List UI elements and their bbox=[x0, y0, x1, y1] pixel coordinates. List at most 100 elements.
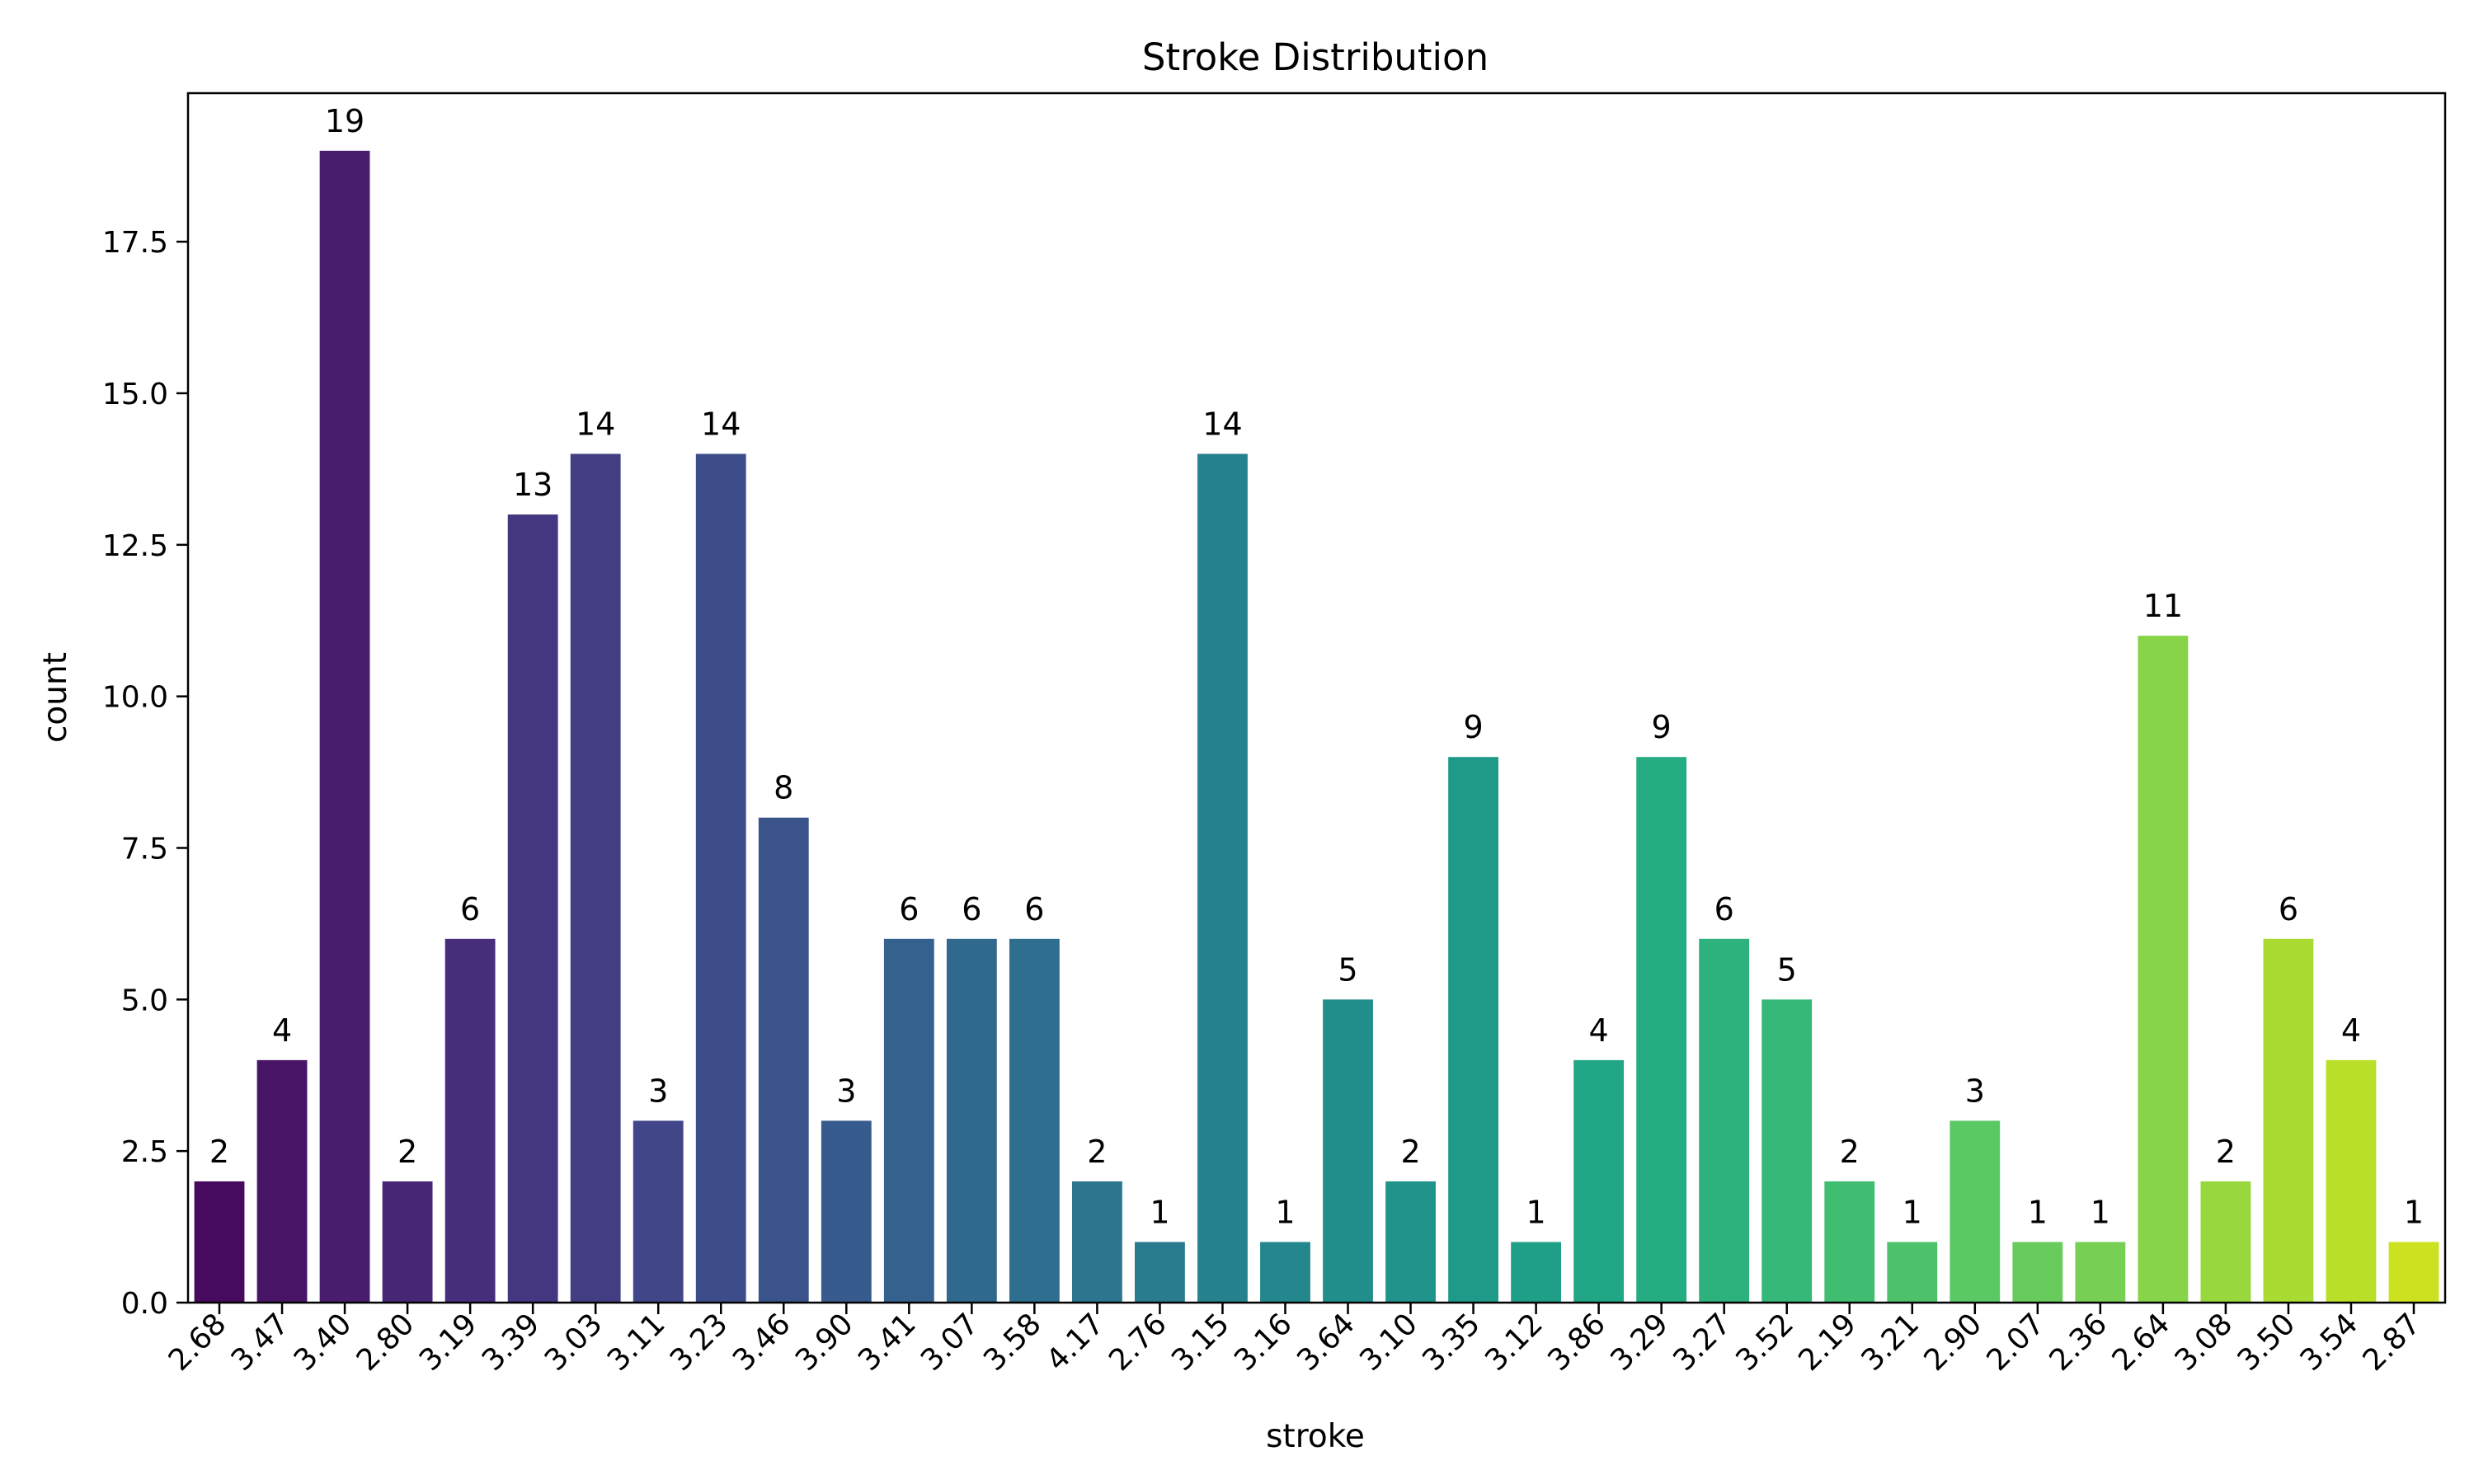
bar-3.58 bbox=[1009, 938, 1060, 1303]
data-label-3.27: 6 bbox=[1714, 891, 1734, 928]
y-tick-label: 15.0 bbox=[102, 378, 168, 411]
data-label-2.90: 3 bbox=[1965, 1073, 1985, 1109]
y-tick-label: 12.5 bbox=[102, 529, 168, 563]
bar-3.35 bbox=[1448, 757, 1498, 1303]
bar-2.90 bbox=[1950, 1120, 2001, 1303]
bar-3.86 bbox=[1573, 1059, 1625, 1303]
y-tick-label: 5.0 bbox=[121, 984, 168, 1017]
bar-3.90 bbox=[821, 1120, 872, 1303]
bar-2.07 bbox=[2012, 1242, 2063, 1303]
data-label-2.87: 1 bbox=[2404, 1194, 2424, 1230]
bar-2.87 bbox=[2388, 1242, 2439, 1303]
bar-3.46 bbox=[758, 817, 809, 1303]
data-label-3.07: 6 bbox=[962, 891, 981, 928]
data-label-2.19: 2 bbox=[1840, 1134, 1860, 1170]
bar-3.10 bbox=[1385, 1181, 1436, 1303]
data-label-3.16: 1 bbox=[1275, 1194, 1295, 1230]
data-label-2.07: 1 bbox=[2028, 1194, 2048, 1230]
x-tick-label: 3.11 bbox=[601, 1307, 672, 1378]
bar-2.64 bbox=[2138, 636, 2189, 1303]
x-tick-label: 2.87 bbox=[2357, 1307, 2428, 1378]
data-label-2.68: 2 bbox=[209, 1134, 229, 1170]
x-tick-label: 3.12 bbox=[1479, 1307, 1550, 1378]
x-tick-label: 2.36 bbox=[2044, 1307, 2114, 1378]
y-tick-label: 10.0 bbox=[102, 681, 168, 715]
x-tick-label: 2.76 bbox=[1103, 1307, 1174, 1378]
x-tick-label: 3.03 bbox=[539, 1307, 609, 1378]
bar-3.29 bbox=[1636, 757, 1687, 1303]
x-tick-label: 3.29 bbox=[1604, 1307, 1675, 1378]
x-tick-label: 3.86 bbox=[1541, 1307, 1612, 1378]
x-tick-label: 3.15 bbox=[1165, 1307, 1236, 1378]
bar-3.16 bbox=[1260, 1242, 1310, 1303]
bar-3.64 bbox=[1323, 999, 1373, 1303]
bar-2.76 bbox=[1135, 1242, 1185, 1303]
y-tick-label: 2.5 bbox=[121, 1135, 168, 1169]
x-tick-label: 3.39 bbox=[476, 1307, 547, 1378]
x-tick-label: 3.07 bbox=[915, 1307, 985, 1378]
x-tick-label: 3.23 bbox=[664, 1307, 735, 1378]
x-tick-label: 2.90 bbox=[1917, 1307, 1988, 1378]
x-tick-label: 2.07 bbox=[1981, 1307, 2052, 1378]
bar-2.19 bbox=[1824, 1181, 1875, 1303]
data-label-3.19: 6 bbox=[460, 891, 480, 928]
x-tick-label: 3.52 bbox=[1729, 1307, 1800, 1378]
x-tick-label: 3.19 bbox=[413, 1307, 484, 1378]
x-tick-label: 4.17 bbox=[1040, 1307, 1111, 1378]
data-label-3.54: 4 bbox=[2341, 1012, 2361, 1049]
data-label-3.23: 14 bbox=[701, 406, 741, 443]
data-label-3.11: 3 bbox=[648, 1073, 668, 1109]
data-label-3.29: 9 bbox=[1652, 709, 1672, 745]
x-tick-label: 3.27 bbox=[1667, 1307, 1738, 1378]
data-label-2.64: 11 bbox=[2143, 588, 2183, 624]
data-label-2.36: 1 bbox=[2091, 1194, 2110, 1230]
data-label-3.90: 3 bbox=[836, 1073, 856, 1109]
bar-3.08 bbox=[2200, 1181, 2251, 1303]
x-tick-label: 3.54 bbox=[2294, 1307, 2365, 1378]
y-axis: 0.0 2.5 5.0 7.5 10.0 12.5 15.0 17.5 bbox=[102, 226, 188, 1321]
x-tick-label: 3.08 bbox=[2169, 1307, 2240, 1378]
x-axis-label: stroke bbox=[1266, 1418, 1365, 1455]
x-tick-label: 2.19 bbox=[1792, 1307, 1863, 1378]
x-tick-label: 3.21 bbox=[1855, 1307, 1926, 1378]
bars-group bbox=[194, 150, 2439, 1303]
data-label-3.15: 14 bbox=[1202, 406, 1242, 443]
data-label-3.12: 1 bbox=[1526, 1194, 1546, 1230]
bar-3.47 bbox=[256, 1059, 308, 1303]
x-tick-label: 3.50 bbox=[2232, 1307, 2302, 1378]
data-label-3.08: 2 bbox=[2216, 1134, 2236, 1170]
bar-3.39 bbox=[507, 514, 558, 1303]
data-label-3.21: 1 bbox=[1903, 1194, 1922, 1230]
data-label-3.46: 8 bbox=[774, 770, 793, 806]
bar-3.19 bbox=[444, 938, 496, 1303]
y-tick-label: 7.5 bbox=[121, 832, 168, 866]
bar-3.21 bbox=[1887, 1242, 1938, 1303]
data-label-3.10: 2 bbox=[1400, 1134, 1420, 1170]
x-tick-label: 2.64 bbox=[2106, 1307, 2177, 1378]
x-tick-label: 3.16 bbox=[1228, 1307, 1299, 1378]
data-label-3.52: 5 bbox=[1777, 951, 1797, 988]
bar-4.17 bbox=[1071, 1181, 1122, 1303]
bar-3.52 bbox=[1761, 999, 1813, 1303]
data-label-3.40: 19 bbox=[325, 103, 365, 139]
data-label-2.80: 2 bbox=[397, 1134, 417, 1170]
data-label-2.76: 1 bbox=[1150, 1194, 1169, 1230]
bar-3.23 bbox=[695, 453, 746, 1303]
bar-2.36 bbox=[2075, 1242, 2126, 1303]
data-label-3.41: 6 bbox=[899, 891, 919, 928]
x-tick-label: 2.68 bbox=[162, 1307, 233, 1378]
y-tick-label: 17.5 bbox=[102, 226, 168, 260]
data-label-3.86: 4 bbox=[1589, 1012, 1609, 1049]
chart-title: Stroke Distribution bbox=[1142, 35, 1489, 79]
bar-2.68 bbox=[194, 1181, 245, 1303]
data-label-4.17: 2 bbox=[1087, 1134, 1107, 1170]
bar-3.54 bbox=[2326, 1059, 2377, 1303]
x-tick-label: 3.64 bbox=[1291, 1307, 1362, 1378]
bar-3.11 bbox=[633, 1120, 684, 1303]
x-tick-label: 3.90 bbox=[789, 1307, 860, 1378]
bar-3.15 bbox=[1197, 453, 1248, 1303]
x-tick-label: 2.80 bbox=[350, 1307, 421, 1378]
bar-3.12 bbox=[1511, 1242, 1562, 1303]
data-label-3.50: 6 bbox=[2279, 891, 2298, 928]
